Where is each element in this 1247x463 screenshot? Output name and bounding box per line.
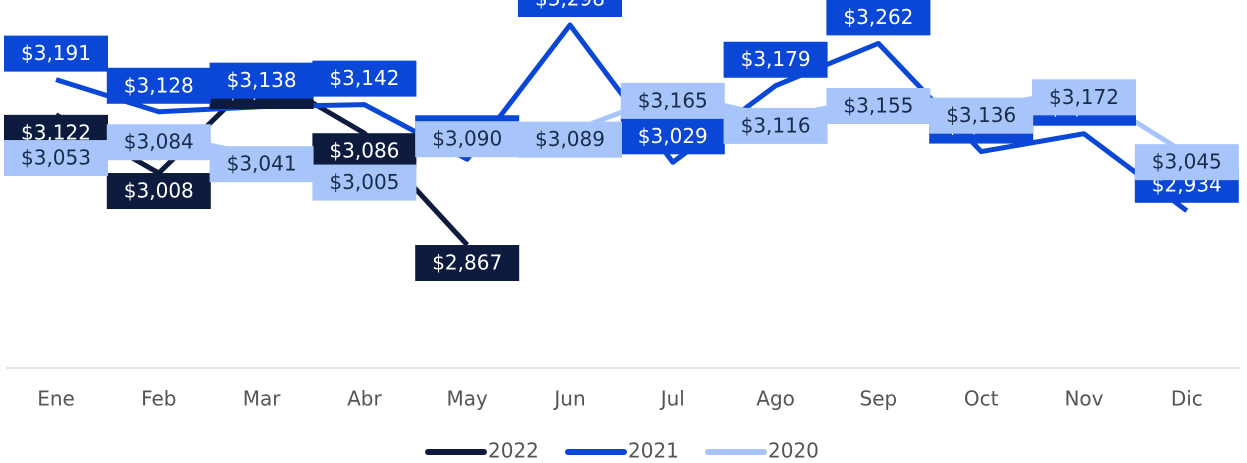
- data-label: $3,138: [227, 68, 297, 92]
- data-label: $3,165: [638, 88, 708, 112]
- data-label: $3,029: [638, 124, 708, 148]
- x-tick-label: Abr: [347, 387, 382, 411]
- data-label-box: [209, 146, 314, 183]
- data-label-box: [312, 60, 417, 97]
- data-label-box: [4, 35, 108, 72]
- data-label-box: [929, 97, 1034, 134]
- x-tick-label: Ago: [756, 387, 795, 411]
- data-label: $3,298: [535, 0, 605, 11]
- legend-label: 2021: [628, 439, 679, 463]
- data-label: $3,086: [329, 139, 399, 163]
- data-label-box: [826, 0, 931, 36]
- data-label: $3,084: [124, 130, 194, 154]
- x-tick-label: Mar: [243, 387, 282, 411]
- data-label-box: [312, 164, 417, 201]
- data-label: $3,262: [843, 5, 913, 29]
- data-label-box: [620, 118, 725, 155]
- x-tick-label: Feb: [141, 387, 176, 411]
- data-label-box: [1134, 144, 1239, 181]
- data-label: $3,041: [227, 152, 297, 176]
- data-label-box: [312, 133, 417, 170]
- data-label: $3,155: [843, 93, 913, 117]
- data-label: $3,172: [1049, 85, 1119, 109]
- data-label-box: [4, 140, 108, 177]
- data-label: $3,005: [329, 170, 399, 194]
- data-label: $3,008: [124, 179, 194, 203]
- data-label: $3,136: [946, 103, 1016, 127]
- data-label: $2,867: [432, 251, 502, 275]
- data-label: $3,116: [741, 113, 811, 137]
- x-tick-label: Nov: [1064, 387, 1103, 411]
- x-tick-label: May: [447, 387, 489, 411]
- data-label-box: [106, 173, 211, 210]
- x-tick-label: Sep: [860, 387, 898, 411]
- data-label-box: [826, 87, 931, 124]
- data-label: $3,053: [21, 146, 91, 170]
- data-label-box: [620, 82, 725, 119]
- data-label-box: [518, 121, 622, 158]
- data-label-box: [209, 62, 314, 99]
- data-label: $3,090: [432, 127, 502, 151]
- data-label-box: [106, 124, 211, 161]
- data-label: $3,045: [1152, 150, 1222, 174]
- data-label-box: [723, 107, 828, 144]
- x-tick-label: Ene: [37, 387, 75, 411]
- data-label: $3,179: [741, 47, 811, 71]
- data-label-box: [415, 245, 520, 281]
- data-label: $3,191: [21, 41, 91, 65]
- x-tick-label: Dic: [1171, 387, 1203, 411]
- data-label: $3,128: [124, 73, 194, 97]
- data-label-box: [723, 41, 828, 78]
- x-tick-label: Jul: [659, 387, 685, 411]
- data-label-box: [1032, 79, 1136, 116]
- data-label: $3,089: [535, 127, 605, 151]
- x-tick-label: Oct: [964, 387, 999, 411]
- data-label-box: [518, 0, 622, 17]
- x-tick-label: Jun: [552, 387, 585, 411]
- legend-label: 2020: [768, 439, 819, 463]
- legend-label: 2022: [488, 439, 539, 463]
- data-label: $3,142: [329, 66, 399, 90]
- data-label-box: [415, 121, 520, 158]
- data-label-box: [106, 67, 211, 104]
